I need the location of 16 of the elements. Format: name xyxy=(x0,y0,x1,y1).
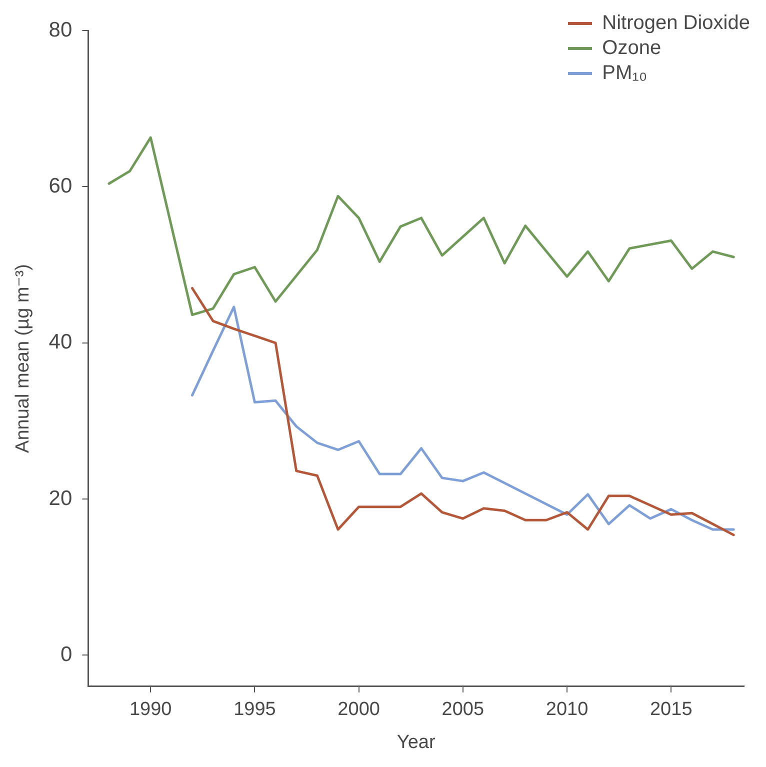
y-tick-label: 80 xyxy=(48,18,72,42)
legend-label: Nitrogen Dioxide xyxy=(602,12,750,35)
x-axis-title: Year xyxy=(396,732,436,753)
legend-label: PM₁₀ xyxy=(602,62,648,85)
legend-label: Ozone xyxy=(602,37,662,60)
x-tick-label: 2015 xyxy=(650,699,692,720)
x-tick-label: 1990 xyxy=(129,699,172,720)
y-tick-label: 0 xyxy=(60,642,72,666)
y-tick-label: 60 xyxy=(48,174,72,198)
x-tick-label: 2010 xyxy=(546,699,588,720)
x-tick-label: 2005 xyxy=(442,699,484,720)
x-tick-label: 2000 xyxy=(338,699,380,720)
y-tick-label: 20 xyxy=(48,486,72,510)
x-tick-label: 1995 xyxy=(234,699,276,720)
y-tick-label: 40 xyxy=(48,330,72,354)
y-axis-title: Annual mean (µg m⁻³) xyxy=(12,264,34,453)
